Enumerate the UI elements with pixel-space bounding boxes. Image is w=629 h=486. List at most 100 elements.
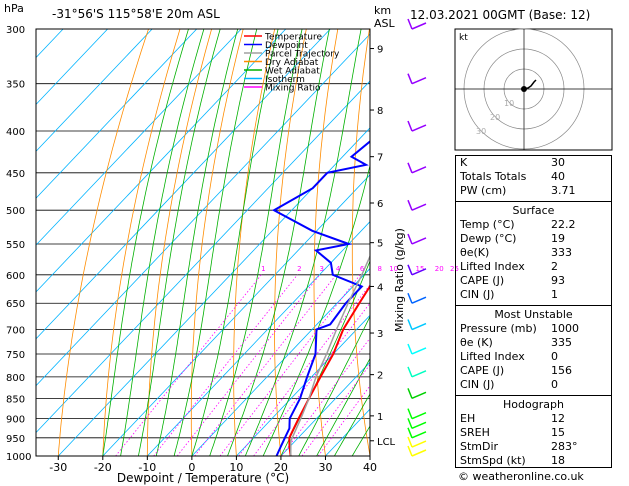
hodograph: kt 10 20 30 bbox=[454, 28, 613, 151]
wet-adiabat bbox=[155, 29, 239, 456]
dry-adiabat bbox=[351, 29, 370, 456]
wind-barb bbox=[411, 237, 427, 245]
pressure-tick-label: 650 bbox=[6, 299, 25, 310]
most-unstable-row: CIN (J) 0 bbox=[456, 378, 611, 392]
dry-adiabat bbox=[233, 29, 276, 456]
dry-adiabat bbox=[274, 29, 307, 456]
mixing-ratio-label: 10 bbox=[389, 265, 398, 273]
mixing-ratio-label: 15 bbox=[416, 265, 425, 273]
isotherm-line bbox=[36, 29, 242, 246]
surface-label: Dewp (°C) bbox=[460, 232, 517, 245]
wind-barb bbox=[411, 391, 427, 400]
isotherm-line bbox=[36, 29, 153, 152]
surface-value: 22.2 bbox=[551, 218, 576, 231]
wind-barb bbox=[411, 76, 427, 85]
mixing-ratio-line bbox=[253, 302, 370, 456]
pressure-tick-label: 1000 bbox=[6, 452, 31, 463]
wind-barb bbox=[411, 166, 427, 174]
x-tick-label: 20 bbox=[274, 461, 288, 474]
hodograph-stat-row: SREH 15 bbox=[456, 426, 611, 440]
index-row: PW (cm) 3.71 bbox=[456, 184, 611, 198]
wind-barb bbox=[411, 22, 427, 30]
mixing-ratio-label: 4 bbox=[336, 265, 341, 273]
most-unstable-label: CIN (J) bbox=[460, 378, 495, 391]
mixing-ratio-line bbox=[176, 274, 321, 456]
mixing-ratio-label: 25 bbox=[450, 265, 459, 273]
wet-adiabat bbox=[227, 29, 330, 456]
isotherm-line bbox=[36, 80, 370, 434]
indices-panel: K 30 Totals Totals 40 PW (cm) 3.71 Surface Te… bbox=[455, 155, 612, 468]
hodograph-stat-row: StmDir 283° bbox=[456, 440, 611, 454]
surface-label: Lifted Index bbox=[460, 260, 525, 273]
wind-barb bbox=[411, 440, 427, 448]
x-tick-label: 30 bbox=[318, 461, 332, 474]
surface-value: 93 bbox=[551, 274, 565, 287]
isotherm-line bbox=[36, 29, 108, 106]
hodograph-stat-label: StmDir bbox=[460, 440, 499, 453]
dry-adiabat bbox=[190, 29, 244, 456]
pressure-tick-label: 500 bbox=[6, 206, 25, 217]
surface-label: Temp (°C) bbox=[460, 218, 515, 231]
index-value: 40 bbox=[551, 170, 565, 183]
x-tick-label: -30 bbox=[49, 461, 67, 474]
x-tick-label: -20 bbox=[94, 461, 112, 474]
wind-barb bbox=[411, 431, 427, 439]
mixing-ratio-label: 2 bbox=[297, 265, 301, 273]
most-unstable-row: Pressure (mb) 1000 bbox=[456, 322, 611, 336]
surface-label: CIN (J) bbox=[460, 288, 495, 301]
copyright: © weatheronline.co.uk bbox=[458, 470, 584, 483]
wind-barb bbox=[411, 421, 427, 430]
x-tick-label: 10 bbox=[229, 461, 243, 474]
legend-label: Dewpoint bbox=[265, 41, 308, 51]
legend-label: Isotherm bbox=[265, 75, 305, 85]
wet-adiabat bbox=[262, 163, 370, 456]
legend-label: Dry Adiabat bbox=[265, 58, 319, 68]
pressure-tick-label: 950 bbox=[6, 434, 25, 445]
surface-value: 19 bbox=[551, 232, 565, 245]
pressure-tick-label: 550 bbox=[6, 240, 25, 251]
pressure-tick-label: 600 bbox=[6, 271, 25, 282]
most-unstable-label: θe (K) bbox=[460, 336, 493, 349]
isotherm-line bbox=[57, 127, 370, 456]
pressure-tick-label: 300 bbox=[6, 25, 25, 36]
hodograph-label: kt bbox=[459, 33, 468, 43]
most-unstable-value: 0 bbox=[551, 378, 558, 391]
mixing-ratio-label: 8 bbox=[377, 265, 381, 273]
index-row: K 30 bbox=[456, 156, 611, 170]
wet-adiabat bbox=[102, 29, 189, 456]
hpa-unit: hPa bbox=[4, 2, 24, 15]
index-value: 30 bbox=[551, 156, 565, 169]
index-row: Totals Totals 40 bbox=[456, 170, 611, 184]
dry-adiabat bbox=[102, 29, 181, 456]
x-tick-label: 0 bbox=[188, 461, 195, 474]
hodograph-stat-value: 283° bbox=[551, 440, 578, 453]
km-tick-label: 5 bbox=[377, 239, 383, 250]
most-unstable-label: Pressure (mb) bbox=[460, 322, 537, 335]
wind-barb-feather bbox=[407, 436, 413, 448]
hodograph-stat-value: 15 bbox=[551, 426, 565, 439]
wind-barb-feather bbox=[407, 264, 413, 276]
wind-barb-feather bbox=[407, 120, 413, 132]
surface-value: 2 bbox=[551, 260, 558, 273]
wet-adiabat bbox=[138, 29, 221, 456]
dry-adiabat bbox=[57, 29, 149, 456]
hodograph-stat-label: StmSpd (kt) bbox=[460, 454, 526, 467]
km-tick-label: 7 bbox=[377, 153, 383, 164]
legend-label: Wet Adiabat bbox=[265, 67, 320, 77]
km-tick-label: 6 bbox=[377, 199, 383, 210]
mixing-ratio-line bbox=[115, 274, 262, 456]
hodograph-ring-label: 20 bbox=[490, 113, 500, 122]
wind-barb-feather bbox=[407, 445, 413, 457]
wet-adiabat bbox=[334, 393, 370, 456]
most-unstable-row: Lifted Index 0 bbox=[456, 350, 611, 364]
wind-barb bbox=[411, 370, 427, 378]
wind-barb-feather bbox=[407, 343, 413, 355]
most-unstable-value: 335 bbox=[551, 336, 572, 349]
isotherm-line bbox=[36, 29, 198, 199]
most-unstable-row: CAPE (J) 156 bbox=[456, 364, 611, 378]
surface-row: Lifted Index 2 bbox=[456, 260, 611, 274]
asl-unit: ASL bbox=[374, 17, 396, 30]
wet-adiabat bbox=[316, 357, 370, 456]
wind-barb-feather bbox=[407, 18, 413, 30]
